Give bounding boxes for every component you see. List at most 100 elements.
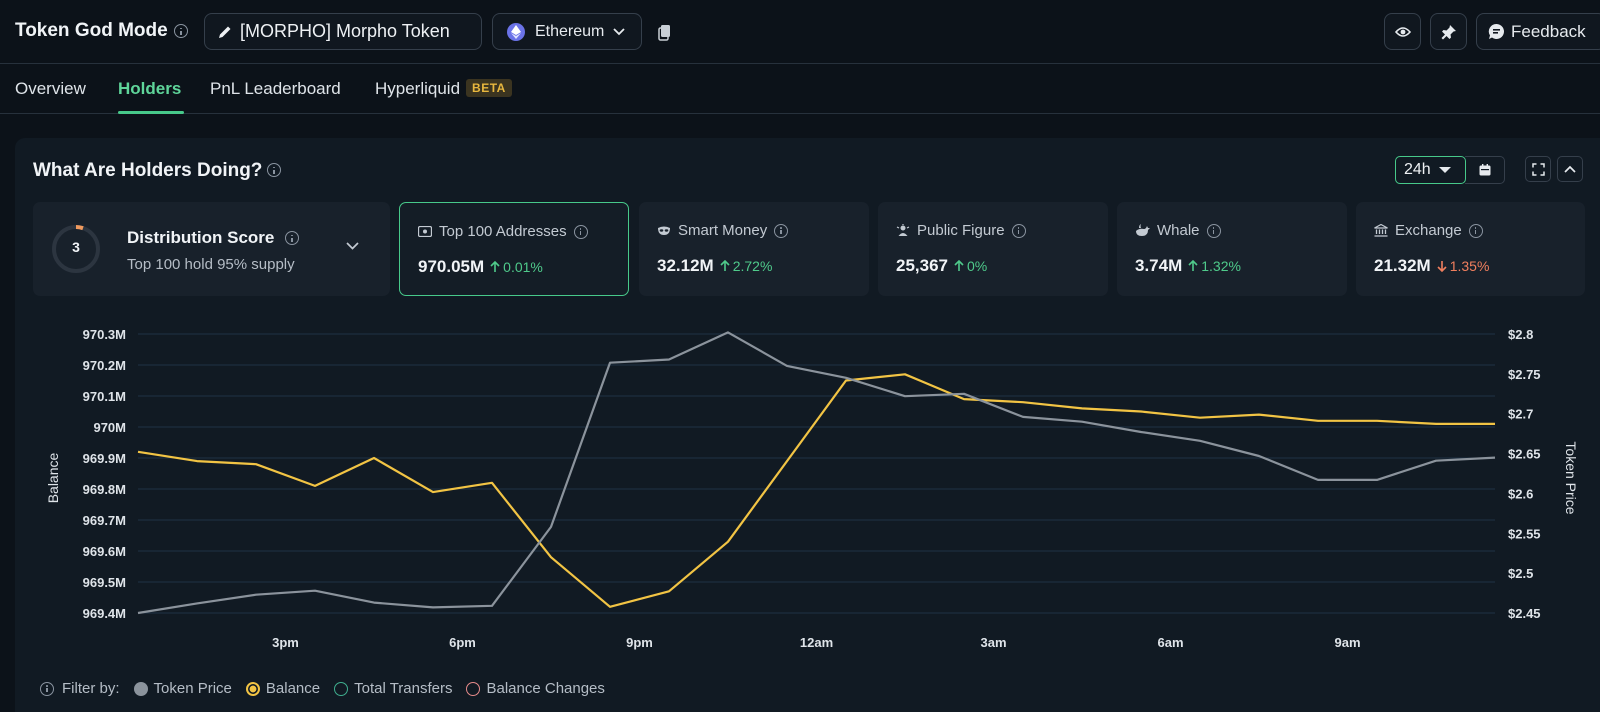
series-line-balance <box>137 373 1495 608</box>
change-badge: 1.35% <box>1437 258 1490 274</box>
info-icon[interactable] <box>1011 223 1026 238</box>
arrow-up-icon <box>490 261 500 272</box>
card-whale[interactable]: Whale 3.74M 1.32% <box>1117 202 1347 296</box>
filter-balance[interactable]: Balance <box>245 680 321 697</box>
chain-selector-label: Ethereum <box>535 22 605 40</box>
caret-down-icon <box>1438 167 1451 173</box>
y2-tick-label: $2.5 <box>1508 566 1533 581</box>
distribution-score-value: 3 <box>72 239 80 255</box>
fullscreen-button[interactable] <box>1525 156 1551 182</box>
arrow-up-icon <box>954 260 964 271</box>
expand-icon <box>1531 162 1545 176</box>
tab-pnl-leaderboard[interactable]: PnL Leaderboard <box>210 79 341 98</box>
arrow-up-icon <box>720 260 730 271</box>
card-label-text: Smart Money <box>678 222 768 239</box>
legend-dot <box>334 681 349 696</box>
y2-tick-label: $2.65 <box>1508 447 1541 462</box>
filter-total-transfers[interactable]: Total Transfers <box>334 680 452 697</box>
card-label-text: Public Figure <box>917 222 1005 239</box>
tab-hyperliquid[interactable]: Hyperliquid BETA <box>375 79 512 99</box>
top-bar: Token God Mode [MORPHO] Morpho Token Eth… <box>0 0 1600 64</box>
change-value: 1.32% <box>1201 258 1241 274</box>
y2-tick-label: $2.75 <box>1508 367 1541 382</box>
card-label: Public Figure <box>896 222 1026 239</box>
x-tick-label: 3am <box>980 635 1006 650</box>
ethereum-icon <box>507 22 525 41</box>
cash-icon <box>418 226 432 237</box>
info-icon[interactable] <box>285 231 300 245</box>
arrow-up-icon <box>1188 260 1198 271</box>
time-range-select[interactable]: 24h <box>1395 156 1466 184</box>
pin-icon <box>1441 24 1456 39</box>
change-value: 1.35% <box>1449 258 1490 274</box>
tab-holders[interactable]: Holders <box>118 79 182 98</box>
info-icon[interactable] <box>774 223 789 238</box>
filter-total-transfers-label: Total Transfers <box>354 680 453 697</box>
collapse-button[interactable] <box>1557 156 1583 182</box>
card-value-number: 25,367 <box>896 256 948 275</box>
info-icon[interactable] <box>573 224 588 239</box>
y2-tick-label: $2.6 <box>1508 486 1533 501</box>
series-line-token-price <box>137 331 1496 615</box>
token-selector[interactable]: [MORPHO] Morpho Token <box>204 13 482 50</box>
feedback-button-label: Feedback <box>1511 21 1586 41</box>
x-tick-label: 9pm <box>626 635 653 650</box>
card-value-number: 970.05M <box>418 257 485 276</box>
info-icon[interactable] <box>1468 223 1483 238</box>
tab-bar: Overview Holders PnL Leaderboard Hyperli… <box>0 64 1600 114</box>
holders-panel: What Are Holders Doing? 24h 3 Distributi… <box>15 138 1600 712</box>
watch-button[interactable] <box>1384 13 1421 50</box>
info-icon[interactable] <box>267 163 281 177</box>
info-icon[interactable] <box>1206 223 1221 238</box>
bank-icon <box>1374 224 1388 237</box>
chevron-down-icon[interactable] <box>346 242 359 250</box>
y-tick-label: 970.2M <box>83 358 126 373</box>
feedback-button[interactable]: Feedback <box>1476 13 1600 50</box>
filter-balance-label: Balance <box>265 680 321 697</box>
time-range-value: 24h <box>1404 161 1431 178</box>
calendar-button[interactable] <box>1465 156 1505 184</box>
mask-icon <box>657 226 671 236</box>
card-public-figure[interactable]: Public Figure 25,367 0% <box>878 202 1108 296</box>
distribution-score-card[interactable]: 3 Distribution Score Top 100 hold 95% su… <box>33 202 390 296</box>
y-tick-label: 969.4M <box>83 606 126 621</box>
y-tick-label: 970M <box>93 420 126 435</box>
chevron-up-icon <box>1564 165 1576 173</box>
info-icon[interactable] <box>40 681 54 696</box>
card-top-100-addresses[interactable]: Top 100 Addresses 970.05M 0.01% <box>399 202 629 296</box>
change-badge: 0.01% <box>490 259 543 275</box>
copy-icon[interactable] <box>658 24 671 41</box>
x-tick-label: 9am <box>1334 635 1360 650</box>
distribution-score-title: Distribution Score <box>127 228 300 248</box>
distribution-score-subtitle: Top 100 hold 95% supply <box>127 256 295 273</box>
change-value: 0.01% <box>503 259 543 275</box>
change-value: 0% <box>967 258 988 274</box>
card-value-number: 21.32M <box>1374 256 1431 275</box>
pin-button[interactable] <box>1430 13 1467 50</box>
card-label: Whale <box>1135 222 1221 239</box>
y-tick-label: 969.8M <box>83 482 126 497</box>
card-value: 32.12M 2.72% <box>657 256 772 276</box>
card-label: Exchange <box>1374 222 1483 239</box>
score-ring <box>52 225 100 273</box>
info-icon[interactable] <box>174 24 188 38</box>
tab-hyperliquid-label: Hyperliquid <box>375 79 461 98</box>
chain-selector[interactable]: Ethereum <box>492 13 642 50</box>
eye-icon <box>1394 26 1411 37</box>
x-tick-label: 6am <box>1157 635 1183 650</box>
legend-dot <box>133 681 148 696</box>
change-value: 2.72% <box>732 258 773 274</box>
calendar-icon <box>1479 164 1490 176</box>
filter-balance-changes[interactable]: Balance Changes <box>466 680 605 697</box>
card-smart-money[interactable]: Smart Money 32.12M 2.72% <box>639 202 869 296</box>
whale-icon <box>1135 224 1150 237</box>
chevron-down-icon <box>613 27 626 35</box>
card-value-number: 3.74M <box>1135 256 1183 275</box>
card-label-text: Whale <box>1157 222 1200 239</box>
chat-bubble-icon <box>1488 23 1504 39</box>
filter-token-price[interactable]: Token Price <box>133 680 232 697</box>
y2-tick-label: $2.45 <box>1508 606 1541 621</box>
y2-tick-label: $2.7 <box>1508 407 1533 422</box>
tab-overview[interactable]: Overview <box>15 79 86 98</box>
card-exchange[interactable]: Exchange 21.32M 1.35% <box>1356 202 1585 296</box>
